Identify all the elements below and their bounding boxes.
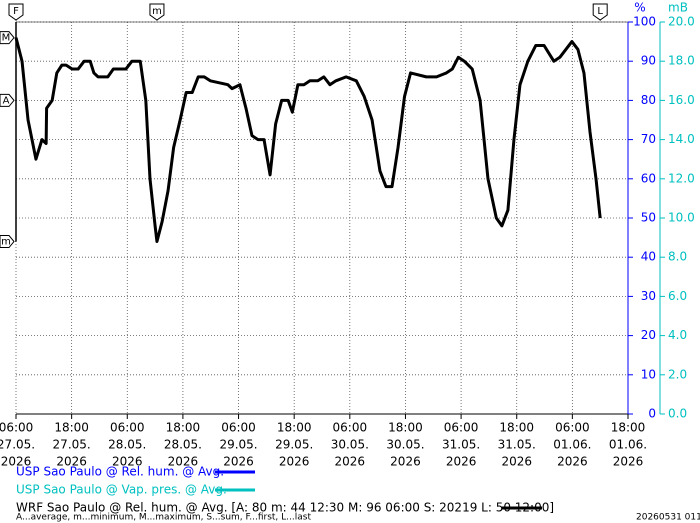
x-tick-label: 18:00 [388, 421, 423, 435]
y2-tick-label: 2.0 [668, 367, 687, 381]
y2-unit: mB [668, 1, 688, 15]
x-tick-year: 2026 [1, 455, 32, 469]
x-tick-date: 27.05. [53, 438, 91, 452]
y-tick-label: 100 [633, 15, 656, 29]
x-tick-date: 01.06. [609, 438, 647, 452]
y-unit: % [634, 1, 645, 15]
time-marker-box [8, 3, 24, 21]
x-tick-date: 29.05. [219, 438, 257, 452]
x-tick-date: 27.05. [0, 438, 35, 452]
y-tick-label: 20 [641, 328, 656, 342]
x-tick-date: 28.05. [108, 438, 146, 452]
time-marker-box [149, 3, 165, 21]
x-tick-date: 31.05. [498, 438, 536, 452]
x-tick-label: 18:00 [166, 421, 201, 435]
x-tick-label: 06:00 [444, 421, 479, 435]
y2-tick-label: 20.0 [668, 15, 695, 29]
x-tick-label: 18:00 [499, 421, 534, 435]
time-marker-label: F [13, 6, 19, 17]
y-tick-label: 0 [648, 407, 656, 421]
y-tick-label: 10 [641, 367, 656, 381]
level-marker-box [0, 93, 15, 107]
level-marker-box [0, 31, 15, 45]
x-tick-year: 2026 [613, 455, 644, 469]
level-marker-box [0, 235, 15, 249]
x-tick-year: 2026 [112, 455, 143, 469]
y-tick-label: 40 [641, 250, 656, 264]
x-tick-year: 2026 [279, 455, 310, 469]
x-tick-date: 31.05. [442, 438, 480, 452]
y-tick-label: 90 [641, 54, 656, 68]
x-tick-year: 2026 [56, 455, 87, 469]
x-tick-date: 01.06. [553, 438, 591, 452]
y-tick-label: 30 [641, 289, 656, 303]
y2-tick-label: 18.0 [668, 54, 695, 68]
x-tick-label: 06:00 [0, 421, 33, 435]
y-tick-label: 60 [641, 171, 656, 185]
x-tick-date: 30.05. [386, 438, 424, 452]
x-tick-date: 30.05. [331, 438, 369, 452]
x-tick-label: 06:00 [221, 421, 256, 435]
x-tick-label: 06:00 [333, 421, 368, 435]
y2-tick-label: 14.0 [668, 132, 695, 146]
level-marker-label: m [1, 237, 11, 248]
x-tick-label: 18:00 [54, 421, 89, 435]
y-tick-label: 80 [641, 93, 656, 107]
y2-tick-label: 16.0 [668, 93, 695, 107]
time-marker-box [592, 3, 608, 21]
x-tick-year: 2026 [223, 455, 254, 469]
y-tick-label: 70 [641, 132, 656, 146]
y2-tick-label: 6.0 [668, 289, 687, 303]
footnote: A...average, m...minimum, M...maximum, S… [16, 513, 311, 523]
x-tick-date: 28.05. [164, 438, 202, 452]
x-tick-year: 2026 [390, 455, 421, 469]
x-tick-label: 18:00 [611, 421, 646, 435]
y2-tick-label: 0.0 [668, 407, 687, 421]
time-marker-label: L [597, 6, 603, 17]
y-tick-label: 50 [641, 211, 656, 225]
x-tick-label: 18:00 [277, 421, 312, 435]
x-tick-year: 2026 [501, 455, 532, 469]
legend-label: USP Sao Paulo @ Vap. pres. @ Avg. [16, 483, 227, 497]
y2-tick-label: 8.0 [668, 250, 687, 264]
x-tick-year: 2026 [446, 455, 477, 469]
x-tick-date: 29.05. [275, 438, 313, 452]
x-tick-year: 2026 [335, 455, 366, 469]
time-marker-label: m [152, 6, 162, 17]
x-tick-label: 06:00 [110, 421, 145, 435]
series-line [14, 37, 602, 244]
timestamp: 20260531 0114 [636, 513, 700, 523]
y2-tick-label: 4.0 [668, 328, 687, 342]
level-marker-label: M [2, 33, 11, 44]
x-tick-year: 2026 [168, 455, 199, 469]
y2-tick-label: 10.0 [668, 211, 695, 225]
legend-label: WRF Sao Paulo @ Rel. hum. @ Avg. [A: 80 … [16, 501, 554, 515]
x-tick-label: 06:00 [555, 421, 590, 435]
legend-label: USP Sao Paulo @ Rel. hum. @ Avg. [16, 465, 224, 479]
level-marker-label: A [3, 95, 10, 106]
x-tick-year: 2026 [557, 455, 588, 469]
y2-tick-label: 12.0 [668, 171, 695, 185]
